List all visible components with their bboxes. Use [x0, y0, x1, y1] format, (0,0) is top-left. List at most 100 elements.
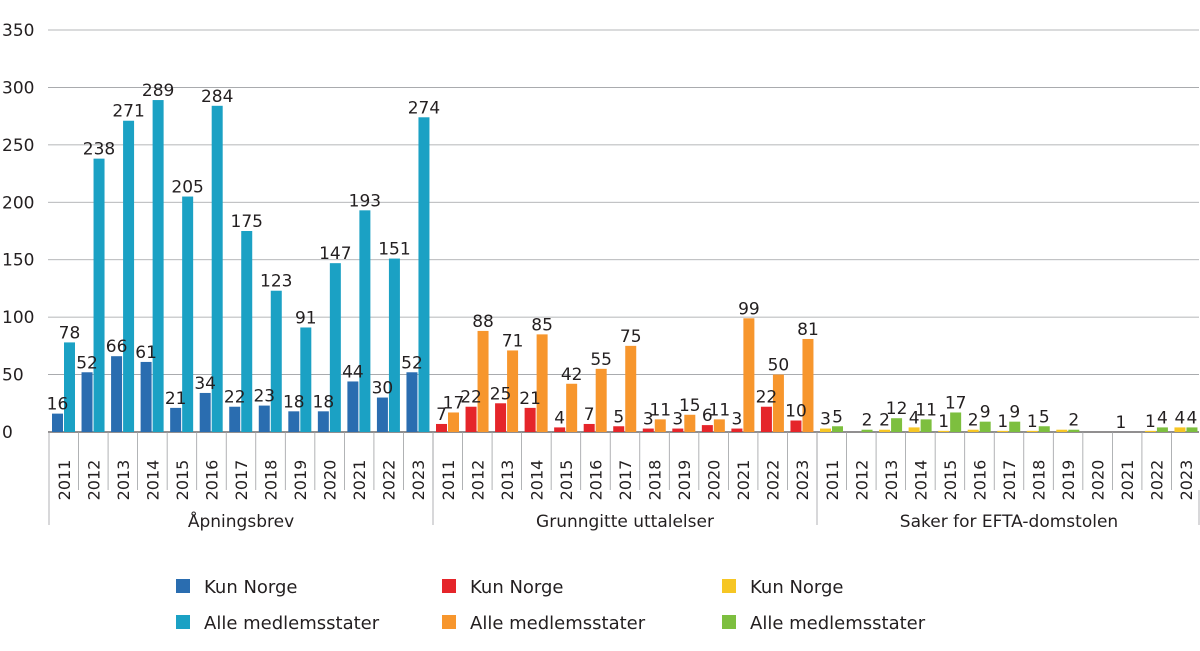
bar [52, 413, 63, 432]
data-label: 147 [319, 244, 351, 264]
data-label: 66 [106, 337, 128, 357]
data-label: 11 [915, 400, 937, 420]
data-label: 16 [47, 395, 69, 415]
y-tick-label: 50 [2, 366, 24, 386]
bar [477, 330, 489, 432]
data-label: 5 [613, 407, 624, 427]
data-label: 52 [76, 353, 98, 373]
bar [1186, 427, 1198, 432]
data-label: 1 [1027, 412, 1038, 432]
bar [1056, 429, 1068, 432]
data-label: 88 [472, 312, 494, 332]
bar [111, 356, 123, 432]
legend-label: Kun Norge [750, 577, 844, 598]
data-label: 30 [372, 379, 394, 399]
data-label: 284 [201, 87, 233, 107]
legend-swatch [442, 615, 456, 629]
bar [566, 383, 578, 432]
data-label: 4 [1187, 408, 1198, 428]
bar [802, 338, 814, 432]
bar [270, 290, 282, 432]
data-label: 2 [968, 411, 979, 431]
bar [388, 258, 400, 432]
legend-label: Alle medlemsstater [750, 613, 926, 634]
bar [979, 421, 991, 432]
bar [820, 428, 831, 432]
y-tick-label: 100 [2, 308, 34, 328]
x-tick-label: 2013 [114, 460, 133, 501]
y-tick-label: 150 [2, 251, 34, 271]
data-label: 274 [408, 98, 440, 118]
bar [229, 406, 241, 432]
value-labels: 1678522386627161289212053428422175231231… [47, 81, 1198, 433]
legend-swatch [176, 615, 190, 629]
bar [1144, 430, 1156, 432]
x-tick-label: 2020 [1089, 460, 1108, 501]
bar [672, 428, 684, 432]
legend-swatch [722, 615, 736, 629]
data-label: 1 [1115, 413, 1126, 433]
data-label: 18 [313, 392, 335, 412]
data-label: 3 [672, 410, 683, 430]
bar [495, 403, 507, 432]
legend-label: Kun Norge [470, 577, 564, 598]
bar [1068, 429, 1080, 432]
bar [625, 345, 637, 432]
data-label: 4 [1157, 408, 1168, 428]
x-tick-label: 2011 [823, 460, 842, 501]
x-tick-label: 2015 [941, 460, 960, 501]
bar [418, 117, 430, 432]
data-label: 75 [620, 327, 642, 347]
data-label: 1 [1145, 412, 1156, 432]
bar [938, 430, 950, 432]
x-tick-label: 2012 [84, 460, 103, 501]
x-tick-label: 2016 [202, 460, 221, 501]
bar [772, 374, 784, 432]
x-tick-label: 2017 [232, 460, 251, 501]
data-label: 22 [460, 388, 482, 408]
bar [1156, 427, 1168, 432]
y-tick-label: 200 [2, 193, 34, 213]
bar [832, 426, 843, 432]
data-label: 44 [342, 362, 364, 382]
data-label: 289 [142, 81, 174, 101]
bar [241, 231, 253, 432]
data-label: 25 [490, 384, 512, 404]
data-label: 9 [1009, 403, 1020, 423]
x-tick-label: 2014 [143, 460, 162, 501]
data-label: 271 [112, 102, 144, 122]
y-axis: 0 50 100 150 200 250 300 350 [2, 21, 34, 443]
bar [613, 426, 625, 432]
data-label: 18 [283, 392, 305, 412]
x-tick-label: 2015 [173, 460, 192, 501]
bar [211, 105, 223, 432]
x-tick-label: 2013 [882, 460, 901, 501]
bar [1174, 427, 1186, 432]
y-tick-label: 250 [2, 136, 34, 156]
x-tick-label: 2021 [350, 460, 369, 501]
x-tick-label: 2021 [734, 460, 753, 501]
bar [861, 429, 873, 432]
bar [300, 327, 312, 432]
x-tick-label: 2019 [675, 460, 694, 501]
data-label: 85 [531, 315, 553, 335]
bar [743, 318, 755, 432]
bar [536, 334, 548, 432]
bar [684, 414, 696, 432]
bar [288, 411, 300, 432]
legend-label: Alle medlemsstater [204, 613, 380, 634]
bar [465, 406, 477, 432]
data-label: 11 [649, 400, 671, 420]
data-label: 238 [83, 140, 115, 160]
data-label: 3 [731, 410, 742, 430]
group-label: Saker for EFTA-domstolen [900, 512, 1118, 532]
bars [52, 100, 1198, 432]
bar [329, 263, 341, 432]
data-label: 9 [980, 403, 991, 423]
x-tick-label: 2019 [291, 460, 310, 501]
data-label: 91 [295, 308, 317, 328]
data-label: 2 [1068, 411, 1079, 431]
group-label: Åpningsbrev [188, 510, 294, 532]
data-label: 175 [231, 212, 263, 232]
